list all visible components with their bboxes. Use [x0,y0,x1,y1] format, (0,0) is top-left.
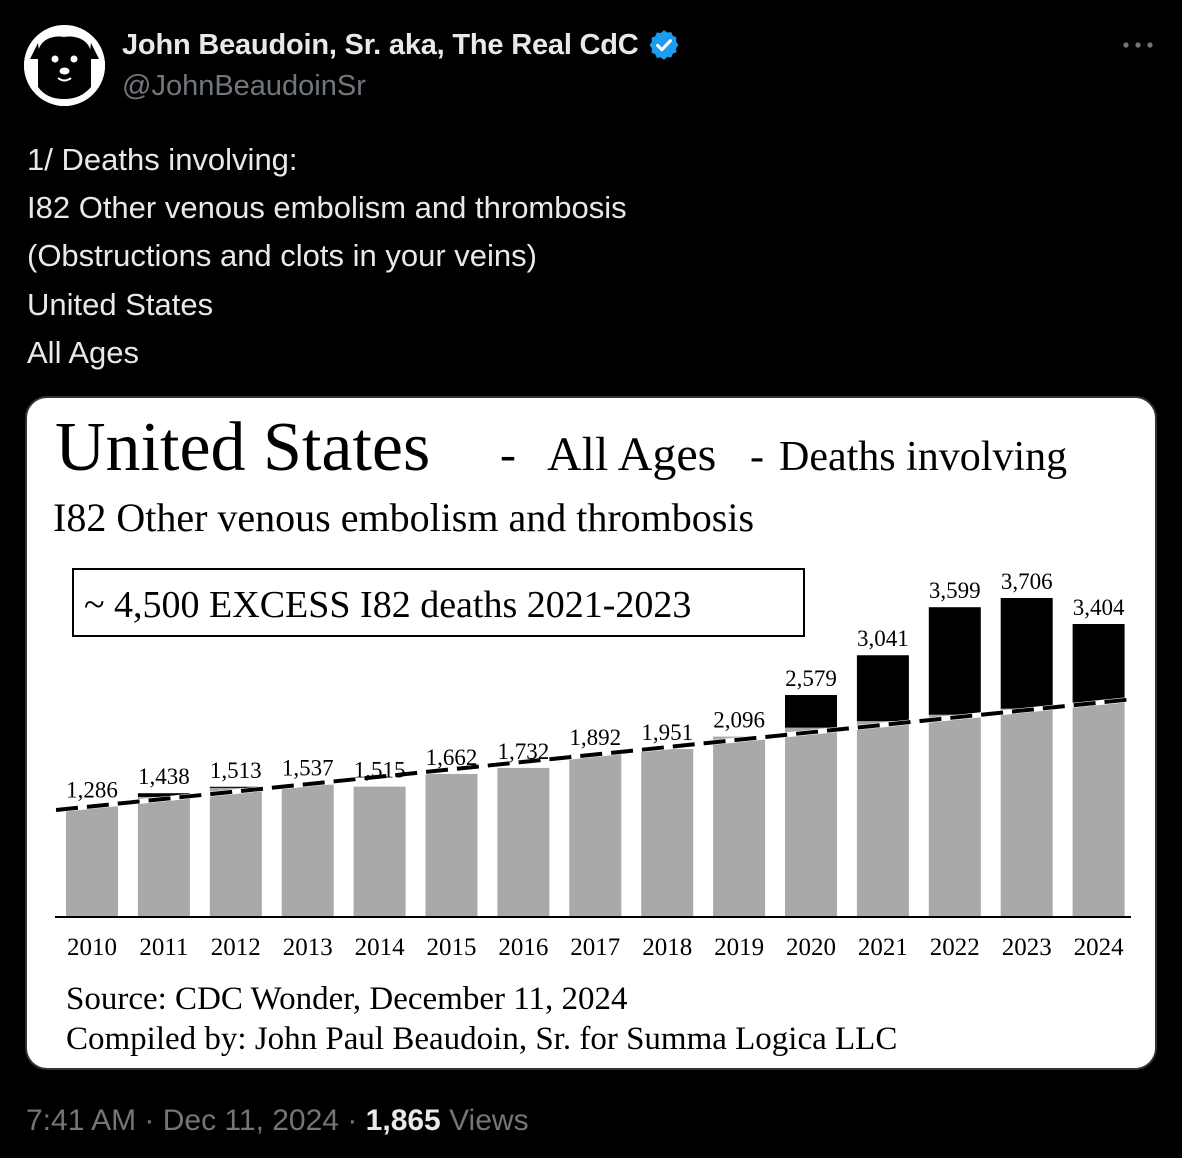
bars-group [66,598,1125,917]
tweet-line: 1/ Deaths involving: [27,142,298,177]
author-name-text[interactable]: John Beaudoin, Sr. aka, The Real CdC [122,28,639,61]
bar-value-label: 3,404 [1073,595,1125,620]
x-tick-label: 2015 [427,934,477,961]
bar-value-label: 1,438 [138,764,190,789]
x-tick-label: 2018 [642,934,692,961]
bar-excess [209,786,262,788]
bar-baseline [353,786,406,917]
bar-baseline [209,787,262,917]
bar-baseline [66,806,118,917]
bar-value-label: 1,537 [282,756,334,781]
chart-title: United States [55,409,430,486]
more-options-button[interactable] [1118,28,1158,62]
avatar[interactable] [24,25,105,106]
bar-value-label: 3,041 [857,626,909,651]
x-tick-label: 2020 [786,934,836,961]
chart-title-tail: Deaths involving [779,434,1067,480]
bar-value-label: 3,706 [1001,569,1053,594]
bar-baseline [928,714,981,917]
bar-baseline [713,736,766,917]
x-tick-label: 2022 [930,934,980,961]
bar-value-label: 1,951 [641,720,693,745]
chart-title-separator: - [750,434,764,480]
bar-baseline [281,784,334,917]
bar-excess [137,793,190,797]
x-tick-label: 2019 [714,934,764,961]
bar-excess [785,695,837,728]
bar-value-label: 1,892 [569,725,621,750]
bar-baseline [497,767,550,917]
bar-value-label: 2,096 [713,708,765,733]
verified-badge-icon [649,30,678,60]
x-tick-label: 2012 [211,934,261,961]
chart-subtitle: I82 Other venous embolism and thrombosis [53,495,754,540]
bar-baseline [425,773,478,917]
author-name[interactable]: John Beaudoin, Sr. aka, The Real CdC [122,28,681,62]
x-tick-label: 2010 [67,934,117,961]
chart-image[interactable]: United States - All Ages - Deaths involv… [25,396,1157,1070]
bar-baseline [137,796,190,917]
bar-excess [856,655,909,722]
tweet-line: I82 Other venous embolism and thrombosis [27,190,627,226]
tweet-line: United States [27,286,214,322]
x-tick-label: 2017 [570,934,620,961]
author-handle[interactable]: @JohnBeaudoinSr [122,70,366,102]
x-tick-label: 2011 [139,934,188,961]
excess-annotation: ~ 4,500 EXCESS I82 deaths 2021-2023 [84,584,691,626]
bar-excess [1000,598,1053,709]
chart-title-ages: All Ages [547,428,716,481]
x-tick-label: 2016 [498,934,548,961]
bar-excess [928,607,981,715]
bar-excess [1072,623,1125,703]
bar-baseline [856,721,909,917]
trend-line-group [55,696,1135,813]
meta-separator: · [339,1104,366,1137]
x-tick-labels-group: 2010 2011 2012 2013 2014 2015 2016 2017 2018 2019… [67,934,1124,961]
tweet-line: All Ages [27,334,140,370]
bar-baseline [1000,708,1053,917]
bar-baseline [1072,702,1125,917]
x-tick-label: 2013 [283,934,333,961]
dog-avatar-icon [24,25,105,106]
bar-baseline [569,754,622,917]
views-count: 1,865 [365,1104,441,1137]
bar-value-label: 3,599 [929,578,981,603]
bar-value-label: 1,515 [354,758,406,783]
views-label: Views [440,1104,529,1137]
bar-value-label: 1,286 [66,777,118,802]
tweet-time[interactable]: 7:41 AM [26,1104,137,1137]
tweet-line: (Obstructions and clots in your veins) [27,238,537,274]
annotation-box [72,568,805,637]
value-labels-group: 1,286 1,438 1,513 1,537 1,515 1,662 1,732 1,892… [66,569,1125,802]
tweet-meta: 7:41 AM · Dec 11, 2024 · 1,865 Views [26,1104,529,1138]
bar-value-label: 2,579 [785,666,837,691]
more-options-icon [1123,42,1153,48]
bar-baseline [785,727,837,917]
x-tick-label: 2021 [858,934,908,961]
bar-baseline [641,749,694,917]
bar-value-label: 1,513 [210,758,262,783]
x-tick-label: 2024 [1074,934,1125,961]
x-tick-label: 2023 [1002,934,1052,961]
chart-svg: United States - All Ages - Deaths involv… [53,409,1135,1057]
chart-compiled-by: Compiled by: John Paul Beaudoin, Sr. for… [66,1021,897,1057]
x-tick-label: 2014 [355,934,406,961]
tweet-text: 1/ Deaths involving: I82 Other venous em… [27,136,1147,377]
tweet-date[interactable]: Dec 11, 2024 [162,1104,339,1137]
chart-source: Source: CDC Wonder, December 11, 2024 [66,981,627,1017]
meta-separator: · [136,1104,163,1137]
bar-value-label: 1,732 [498,739,550,764]
trend-line [55,696,1135,812]
bar-value-label: 1,662 [426,745,478,770]
chart-title-separator: - [500,428,516,481]
